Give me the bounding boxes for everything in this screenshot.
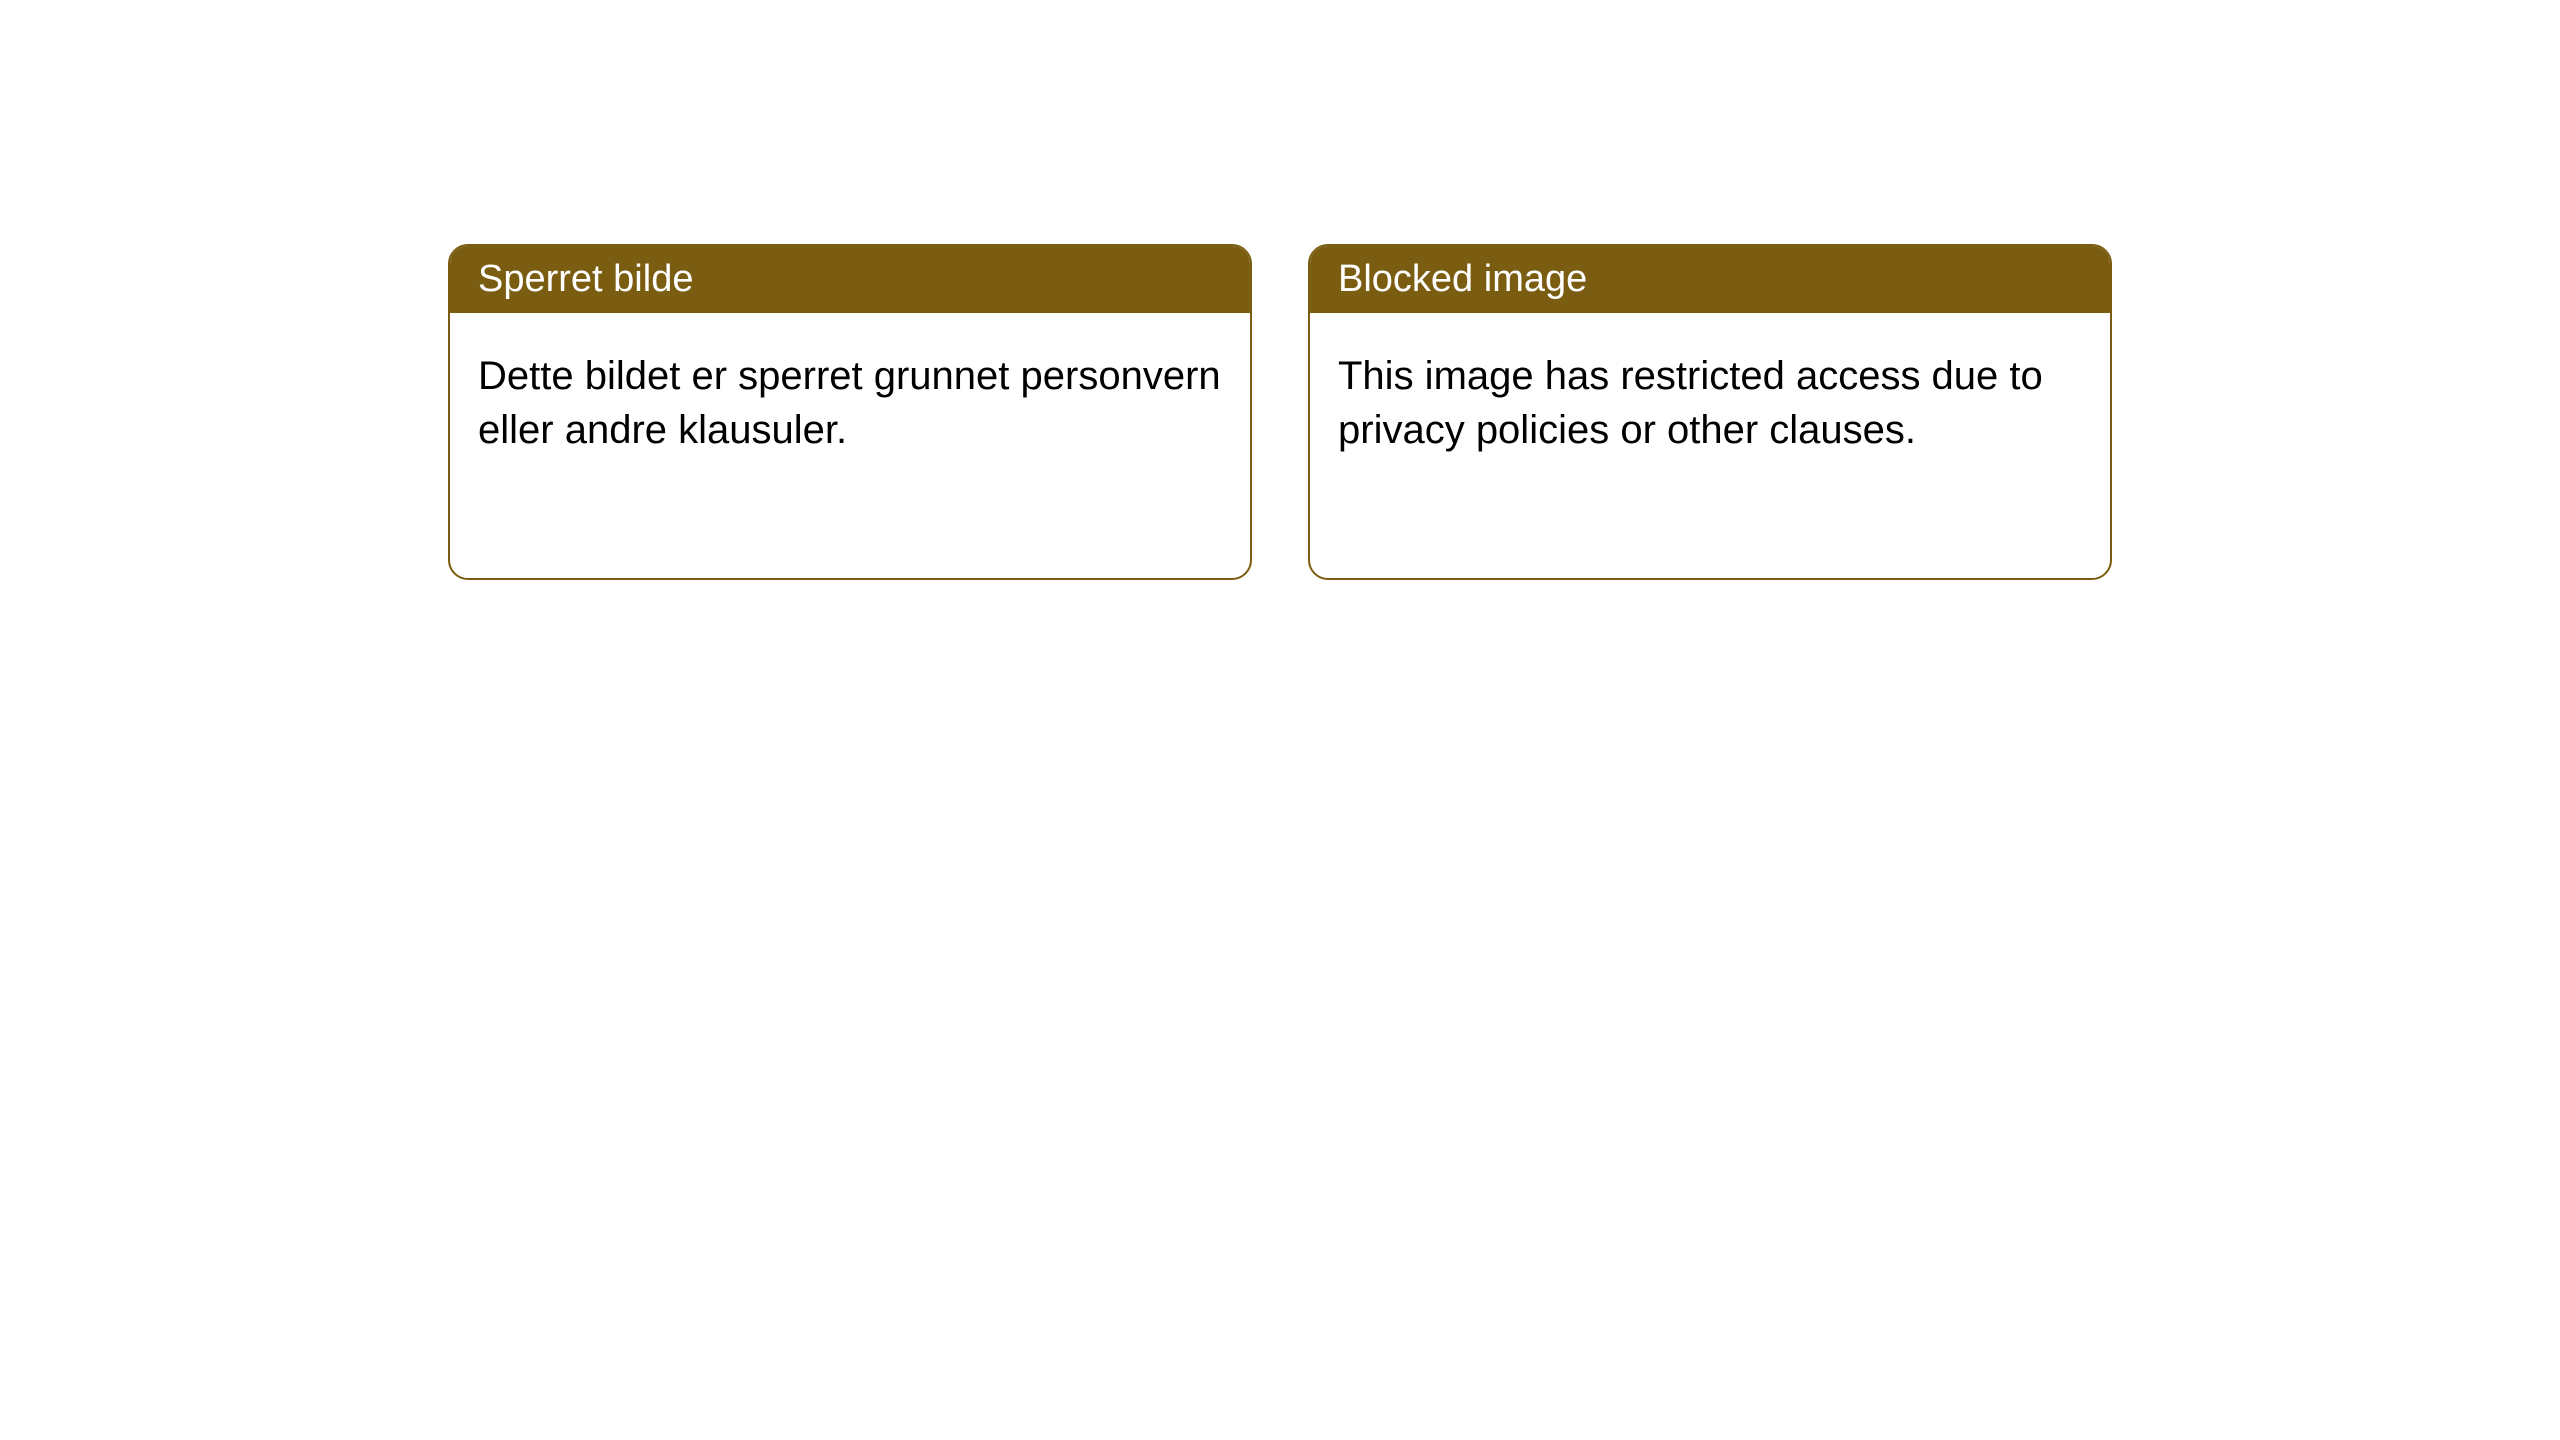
card-title: Sperret bilde	[478, 258, 693, 300]
card-english: Blocked image This image has restricted …	[1308, 244, 2112, 580]
card-message: This image has restricted access due to …	[1338, 354, 2043, 452]
card-body: This image has restricted access due to …	[1310, 313, 2110, 493]
card-body: Dette bildet er sperret grunnet personve…	[450, 313, 1250, 493]
card-message: Dette bildet er sperret grunnet personve…	[478, 354, 1221, 452]
card-header: Sperret bilde	[450, 246, 1250, 313]
card-header: Blocked image	[1310, 246, 2110, 313]
card-title: Blocked image	[1338, 258, 1587, 300]
card-norwegian: Sperret bilde Dette bildet er sperret gr…	[448, 244, 1252, 580]
cards-container: Sperret bilde Dette bildet er sperret gr…	[448, 244, 2112, 580]
